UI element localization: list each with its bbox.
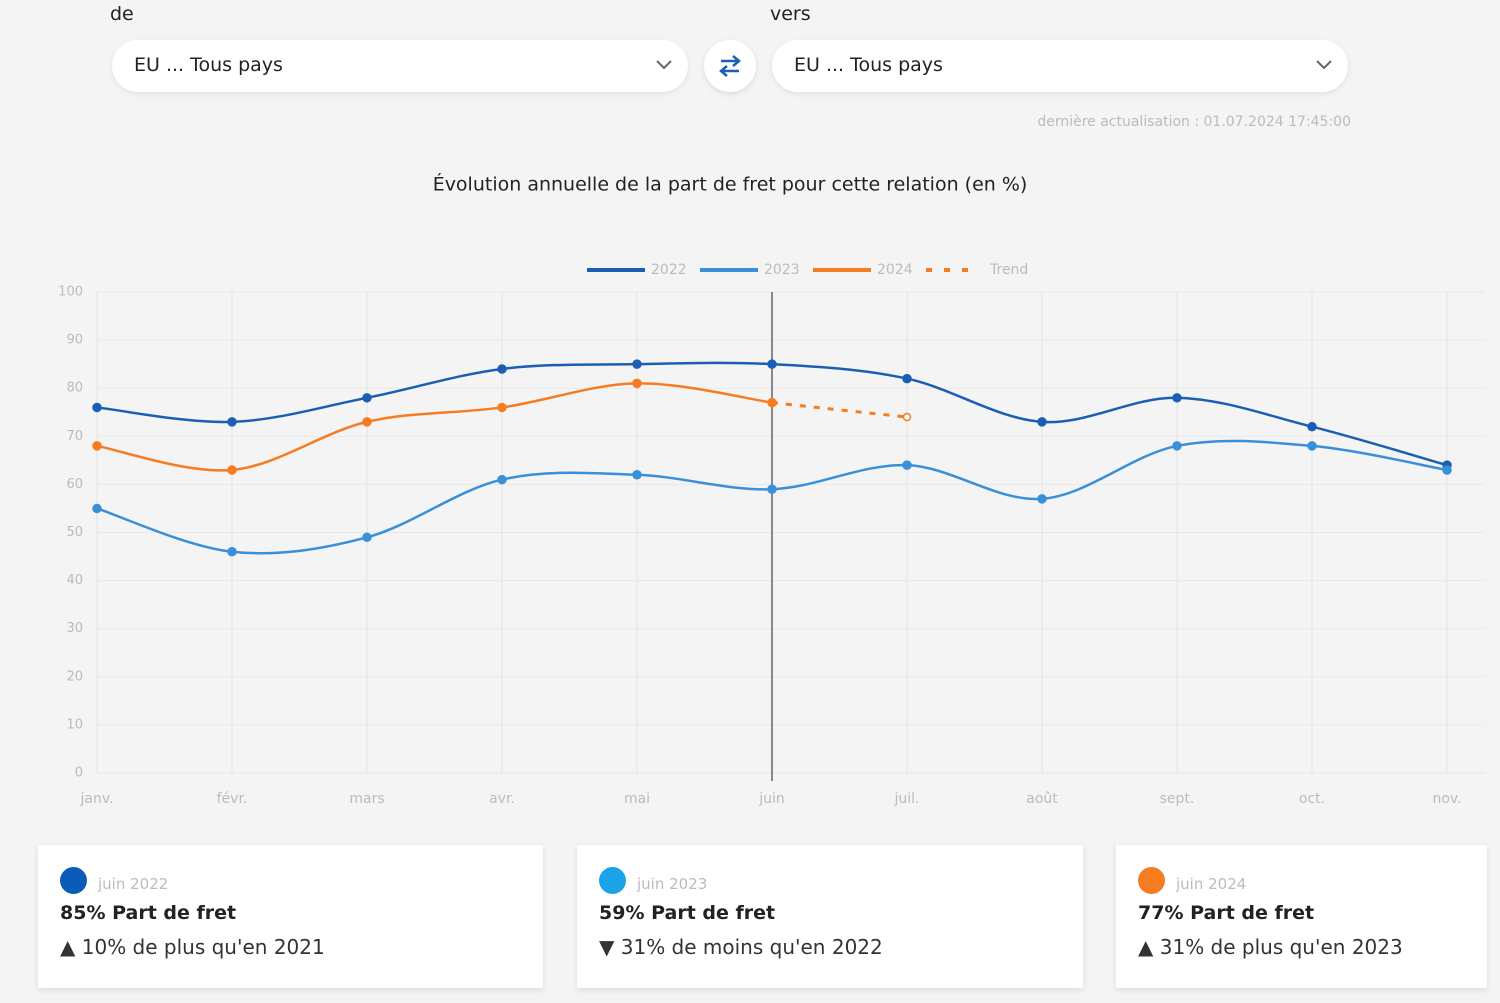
point: [1307, 421, 1317, 432]
y-tick-label: 40: [66, 573, 83, 588]
y-tick-label: 60: [66, 477, 83, 492]
point: [92, 402, 102, 413]
card-period: juin 2022: [98, 875, 169, 893]
point: [1307, 441, 1317, 451]
point: [227, 417, 237, 427]
point: [902, 373, 912, 384]
point: [632, 359, 642, 369]
point: [92, 441, 102, 451]
series-line: [96, 382, 773, 472]
y-tick-label: 90: [66, 333, 83, 348]
point: [902, 460, 912, 470]
point: [362, 532, 372, 543]
x-tick-label: nov.: [1432, 791, 1461, 807]
to-value: EU ... Tous pays: [794, 54, 943, 76]
point: [362, 393, 372, 403]
legend-label: 2023: [764, 262, 800, 278]
legend-label: 2022: [651, 262, 687, 278]
point: [497, 402, 507, 413]
summary-card: juin 2024 77% Part de fret ▲ 31% de plus q…: [1116, 845, 1487, 988]
from-value: EU ... Tous pays: [134, 54, 283, 76]
point: [1172, 393, 1182, 403]
point: [902, 412, 912, 422]
point: [1172, 441, 1182, 451]
y-tick-label: 100: [58, 285, 83, 300]
card-period: juin 2023: [637, 875, 708, 893]
legend-label: Trend: [989, 262, 1028, 278]
card-change: ▲ 31% de plus qu'en 2023: [1138, 935, 1403, 959]
point: [767, 398, 777, 407]
y-tick-label: 0: [75, 766, 83, 781]
summary-card: juin 2022 85% Part de fret ▲ 10% de plus q…: [38, 845, 543, 988]
card-dot: [60, 867, 87, 894]
x-tick-label: avr.: [489, 791, 515, 807]
y-tick-label: 50: [66, 525, 83, 540]
legend-label: 2024: [877, 262, 913, 278]
swap-button[interactable]: [704, 40, 756, 92]
to-select[interactable]: EU ... Tous pays: [772, 40, 1348, 92]
to-label: vers: [770, 3, 811, 25]
y-tick-label: 20: [66, 669, 83, 684]
point: [632, 378, 642, 389]
point: [632, 470, 642, 480]
point: [92, 503, 102, 514]
x-tick-label: janv.: [80, 791, 114, 807]
card-dot: [1138, 867, 1165, 894]
x-tick-label: juil.: [894, 791, 920, 807]
point: [767, 484, 777, 494]
series-line: [771, 401, 908, 419]
from-select[interactable]: EU ... Tous pays: [112, 40, 688, 92]
x-tick-label: févr.: [217, 791, 248, 807]
x-tick-label: sept.: [1160, 791, 1195, 807]
point: [227, 465, 237, 475]
chevron: [656, 60, 672, 70]
from-label: de: [110, 3, 134, 25]
x-tick-label: juin: [758, 791, 785, 807]
chart: Évolution annuelle de la part de fret po…: [58, 173, 1485, 807]
point: [227, 546, 237, 557]
card-change: ▲ 10% de plus qu'en 2021: [60, 935, 325, 959]
last-update: dernière actualisation : 01.07.2024 17:4…: [1037, 114, 1351, 130]
summary-card: juin 2023 59% Part de fret ▼ 31% de moins …: [577, 845, 1083, 988]
y-tick-label: 70: [66, 429, 83, 444]
y-tick-label: 10: [66, 717, 83, 732]
chevron: [1316, 60, 1332, 70]
point: [1442, 465, 1452, 475]
card-headline: 77% Part de fret: [1138, 902, 1315, 924]
point: [1037, 417, 1047, 427]
card-change: ▼ 31% de moins qu'en 2022: [599, 935, 883, 959]
y-tick-label: 80: [66, 381, 83, 396]
point: [1037, 494, 1047, 504]
card-headline: 59% Part de fret: [599, 902, 776, 924]
x-tick-label: mars: [349, 791, 384, 807]
point: [497, 364, 507, 374]
card-dot: [599, 867, 626, 894]
point: [767, 359, 777, 369]
chart-title: Évolution annuelle de la part de fret po…: [433, 173, 1028, 196]
y-tick-label: 30: [66, 621, 83, 636]
point: [362, 417, 372, 427]
x-tick-label: août: [1026, 791, 1058, 807]
point: [497, 474, 507, 485]
x-tick-label: mai: [624, 791, 650, 807]
card-headline: 85% Part de fret: [60, 902, 237, 924]
swap-icon: [719, 55, 741, 77]
card-period: juin 2024: [1176, 875, 1247, 893]
x-tick-label: oct.: [1299, 791, 1325, 807]
